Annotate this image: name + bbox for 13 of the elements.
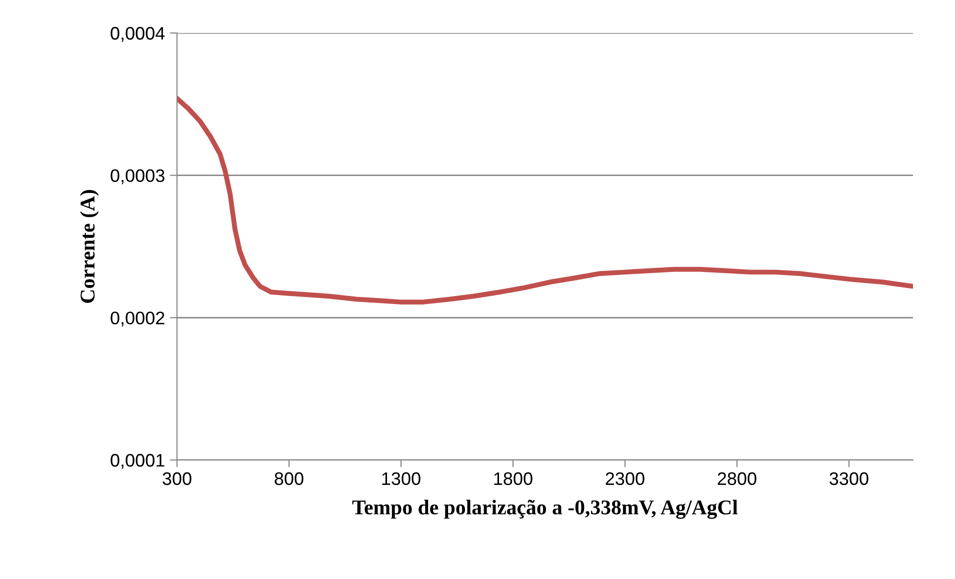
y-tick-label: 0,0003 — [110, 169, 164, 184]
x-tick-label: 1800 — [494, 472, 532, 486]
x-tick-label: 1300 — [382, 472, 420, 486]
x-tick-label: 2300 — [606, 472, 644, 486]
y-tick-label: 0,0004 — [110, 26, 165, 42]
x-tick-label: 800 — [274, 472, 304, 486]
y-axis-title: Corrente (A) — [80, 190, 99, 303]
x-tick-label: 2800 — [718, 472, 756, 486]
x-axis-title: Tempo de polarização a -0,338mV, Ag/AgCl — [352, 500, 738, 519]
x-tick-label: 300 — [162, 472, 192, 486]
x-tick-label: 3300 — [830, 472, 868, 486]
y-tick-label: 0,0002 — [110, 312, 164, 327]
y-tick-label: 0,0001 — [110, 454, 164, 469]
